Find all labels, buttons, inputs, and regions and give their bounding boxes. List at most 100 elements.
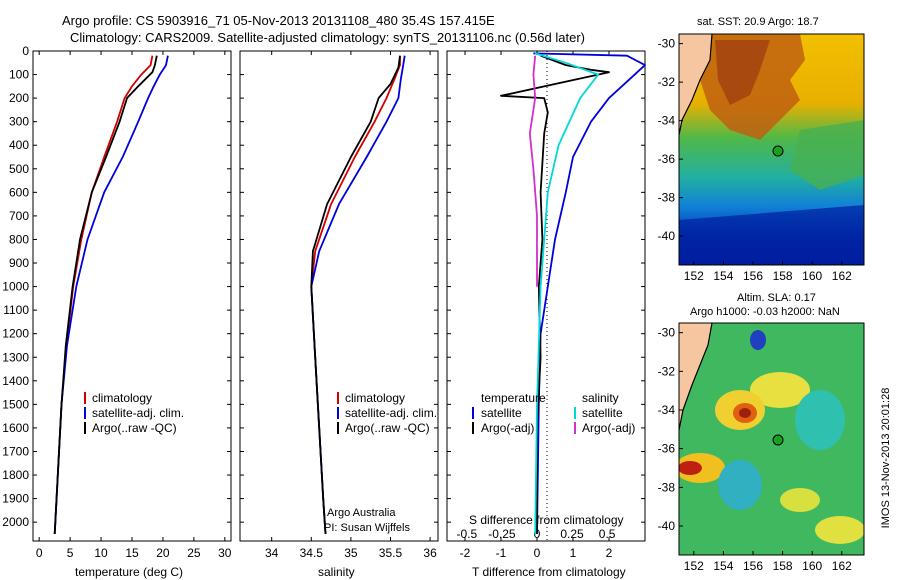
top-x-tick-label: -0.25	[488, 527, 516, 541]
legend-label-t-satellite: satellite	[481, 406, 522, 420]
x-tick-label: 1	[570, 546, 577, 560]
series-line-argo-adj	[528, 55, 538, 287]
y-tick-label: 1500	[2, 397, 29, 411]
temperature-series	[53, 55, 169, 534]
y-tick-label: 100	[9, 68, 29, 82]
sla-yellow-1	[750, 372, 810, 408]
salinity-legend: climatology satellite-adj. clim. Argo(..…	[337, 391, 437, 435]
x-tick-label: 2	[606, 546, 613, 560]
legend-title-temperature: temperature	[481, 391, 546, 405]
s-difference-x-label: S difference from climatology	[469, 513, 624, 527]
y-tick-label: 800	[9, 232, 29, 246]
t-difference-x-ticks: -2 -1 0 1 2	[460, 51, 613, 560]
lat-tick-label: -32	[658, 75, 676, 89]
lon-tick-label: 152	[684, 269, 704, 283]
lon-tick-label: 162	[832, 559, 852, 573]
temperature-x-label: temperature (deg C)	[75, 565, 183, 579]
lon-tick-label: 160	[802, 559, 822, 573]
lon-tick-label: 158	[773, 269, 793, 283]
y-tick-label: 0	[22, 44, 29, 58]
argo-position-marker	[772, 145, 784, 157]
y-tick-label: 1400	[2, 374, 29, 388]
salinity-y-tickmarks	[240, 50, 438, 523]
lat-tick-label: -34	[658, 403, 676, 417]
sla-cyan-1	[795, 390, 845, 450]
y-tick-label: 900	[9, 256, 29, 270]
legend-label-satellite-adj: satellite-adj. clim.	[345, 406, 437, 420]
sst-lon-ticks: 152 154 156 158 160 162	[684, 261, 852, 283]
top-x-tick-label: 0.25	[560, 527, 584, 541]
x-tick-label: 10	[94, 546, 108, 560]
y-tick-label: 1900	[2, 492, 29, 506]
legend-label-s-satellite: satellite	[582, 406, 623, 420]
argo-position-marker	[772, 434, 784, 446]
argo-australia-note: Argo Australia	[327, 507, 396, 519]
lon-tick-label: 154	[713, 269, 733, 283]
y-tick-label: 200	[9, 91, 29, 105]
lat-tick-label: -40	[658, 229, 676, 243]
y-tick-label: 1200	[2, 327, 29, 341]
sla-map-panel: Altim. SLA: 0.17 Argo h1000: -0.03 h2000…	[658, 292, 865, 573]
y-tick-label: 1000	[2, 280, 29, 294]
lon-tick-label: 152	[684, 559, 704, 573]
salinity-x-ticks: 34 34.5 35 35.5 36	[265, 51, 437, 560]
x-tick-label: 15	[125, 546, 139, 560]
lat-tick-label: -32	[658, 364, 676, 378]
sla-map-subtitle: Argo h1000: -0.03 h2000: NaN	[690, 306, 840, 318]
y-tick-label: 300	[9, 115, 29, 129]
sla-red-2	[679, 461, 702, 475]
y-tick-label: 600	[9, 185, 29, 199]
lon-tick-label: 162	[832, 269, 852, 283]
y-tick-label: 1800	[2, 468, 29, 482]
y-tick-label: 400	[9, 138, 29, 152]
salinity-series	[310, 55, 406, 534]
lat-tick-label: -40	[658, 519, 676, 533]
legend-label-s-argo: Argo(-adj)	[582, 421, 635, 435]
legend-label-t-argo: Argo(-adj)	[481, 421, 534, 435]
lon-tick-label: 156	[743, 559, 763, 573]
x-tick-label: 34	[265, 546, 279, 560]
lat-tick-label: -38	[658, 191, 676, 205]
sla-map-frame	[678, 322, 865, 556]
land-mass	[679, 323, 712, 430]
legend-label-argo: Argo(..raw -QC)	[345, 421, 430, 435]
temperature-x-ticks: 0 5 10 15 20 25 30	[36, 51, 232, 560]
x-tick-label: 35.5	[379, 546, 403, 560]
sla-dark-1	[739, 408, 751, 418]
sst-map-title: sat. SST: 20.9 Argo: 18.7	[697, 16, 819, 28]
y-tick-label: 1100	[3, 303, 29, 317]
top-x-tick-label: 0.5	[599, 527, 616, 541]
t-difference-x-label: T difference from climatology	[472, 565, 626, 579]
y-tick-label: 1600	[2, 421, 29, 435]
cool-band	[679, 205, 864, 265]
coastline	[679, 34, 713, 136]
lat-tick-label: -30	[658, 326, 676, 340]
series-line-argo-raw-qc	[53, 55, 158, 534]
imos-side-label: IMOS 13-Nov-2013 20:01:28	[880, 387, 892, 529]
sla-lat-ticks: -30 -32 -34 -36 -38 -40	[658, 326, 683, 533]
lon-tick-label: 154	[713, 559, 733, 573]
land-mass	[679, 34, 712, 135]
lon-tick-label: 160	[802, 269, 822, 283]
lat-tick-label: -30	[658, 37, 676, 51]
difference-series	[500, 52, 646, 534]
x-tick-label: 34.5	[300, 546, 324, 560]
header-line-1: Argo profile: CS 5903916_71 05-Nov-2013 …	[62, 13, 495, 28]
lon-tick-label: 156	[743, 269, 763, 283]
legend-title-salinity: salinity	[582, 391, 619, 405]
pi-note: PI: Susan Wijffels	[324, 522, 410, 534]
warm-core-inner	[715, 40, 770, 105]
x-tick-label: 5	[67, 546, 74, 560]
x-tick-label: 0	[36, 546, 43, 560]
lon-tick-label: 158	[773, 559, 793, 573]
salinity-plot-frame	[239, 50, 439, 542]
y-tick-label: 1700	[2, 444, 29, 458]
x-tick-label: 20	[156, 546, 170, 560]
sst-map-panel: sat. SST: 20.9 Argo: 18.7 152 154 156 158 16…	[658, 16, 865, 283]
sst-heatmap	[679, 34, 864, 265]
temperature-legend: climatology satellite-adj. clim. Argo(..…	[84, 391, 184, 435]
sla-heatmap	[679, 323, 864, 555]
green-patch	[790, 120, 864, 190]
legend-label-satellite-adj: satellite-adj. clim.	[92, 406, 184, 420]
coastline	[679, 323, 713, 431]
